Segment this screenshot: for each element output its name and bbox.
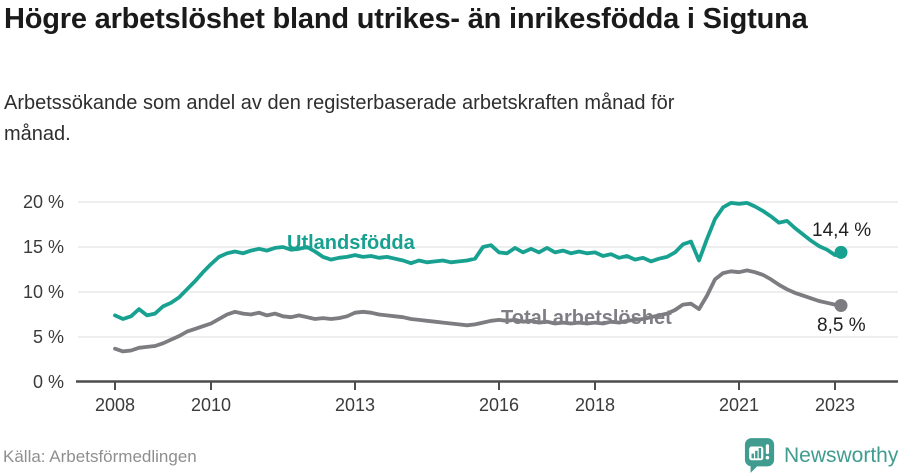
end-value-utlandsfodda: 14,4 % xyxy=(812,220,872,241)
chart-title: Högre arbetslöshet bland utrikes- än inr… xyxy=(4,3,808,35)
y-tick-label: 10 % xyxy=(22,282,64,302)
brand-name: Newsworthy xyxy=(784,443,899,467)
x-tick-label: 2023 xyxy=(814,395,856,415)
source-note: Källa: Arbetsförmedlingen xyxy=(3,447,197,466)
x-tick-label: 2018 xyxy=(574,395,616,415)
x-tick-label: 2016 xyxy=(478,395,520,415)
y-tick-label: 15 % xyxy=(22,237,64,257)
newsworthy-logo-icon xyxy=(744,438,775,473)
x-tick-label: 2021 xyxy=(718,395,760,415)
x-tick-label: 2013 xyxy=(334,395,376,415)
x-tick-label: 2008 xyxy=(94,395,136,415)
y-tick-label: 5 % xyxy=(32,327,64,347)
newsworthy-brand-link[interactable]: Newsworthy xyxy=(744,437,898,474)
x-tick-label: 2010 xyxy=(190,395,232,415)
series-label-total-arbetsloshet: Total arbetslöshet xyxy=(501,307,672,329)
end-value-total: 8,5 % xyxy=(817,315,866,336)
chart-subtitle: Arbetssökande som andel av den registerb… xyxy=(4,92,675,145)
series-label-utlandsfodda: Utlandsfödda xyxy=(287,232,415,254)
y-tick-label: 0 % xyxy=(32,372,64,392)
y-tick-label: 20 % xyxy=(22,192,64,212)
